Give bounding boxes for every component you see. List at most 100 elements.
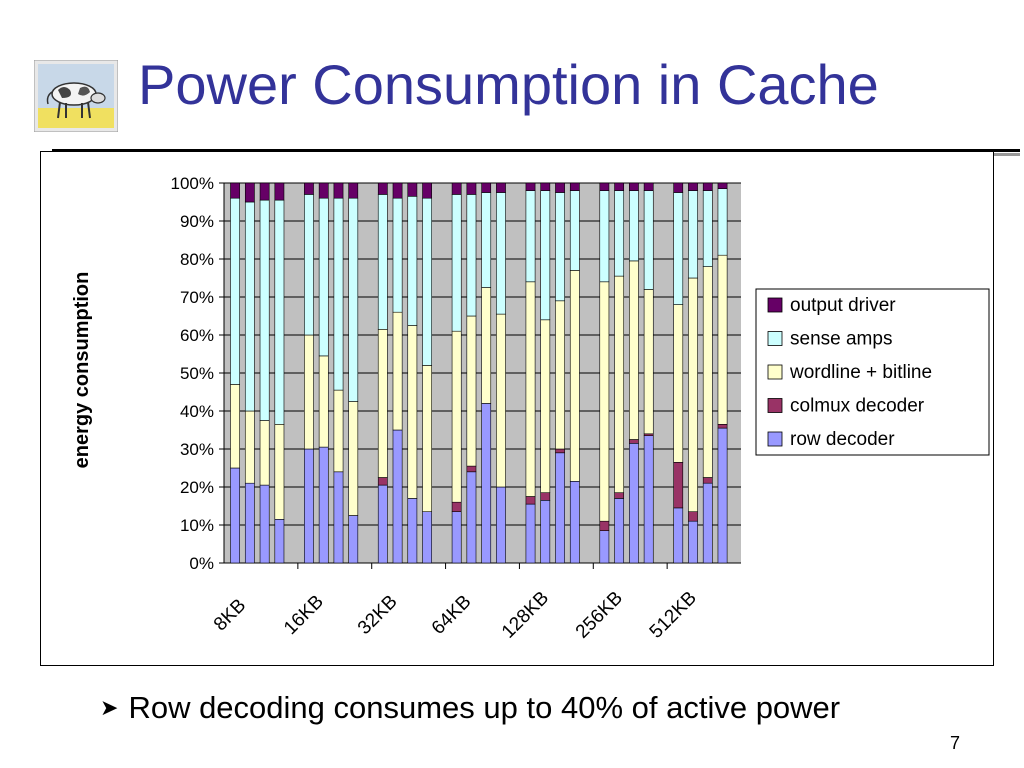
- bar-segment-colmux-decoder: [599, 520, 610, 532]
- legend-swatch: [767, 331, 783, 346]
- stacked-bar-chart: 0% 10% 20% 30% 40% 50% 60% 70% 80% 90% 100% 8KB 16KB…: [71, 174, 990, 643]
- bar-segment-row-decoder: [304, 448, 314, 564]
- bar-segment-wordline-bitline: [318, 355, 329, 448]
- bar-segment-sense-amps: [451, 194, 462, 332]
- bar-segment-sense-amps: [392, 197, 403, 313]
- bar-segment-output-driver: [481, 182, 492, 193]
- legend-swatch: [767, 398, 783, 413]
- bar-segment-row-decoder: [555, 452, 565, 564]
- bar-segment-colmux-decoder: [525, 496, 536, 505]
- bar-segment-wordline-bitline: [673, 304, 684, 463]
- y-tick-label: 100%: [171, 174, 214, 193]
- bar-segment-sense-amps: [377, 194, 388, 330]
- bar-segment-output-driver: [569, 182, 580, 191]
- x-group-label: 32KB: [354, 591, 402, 639]
- bar-segment-sense-amps: [643, 190, 654, 290]
- bar-segment-wordline-bitline: [614, 275, 625, 494]
- bar-segment-wordline-bitline: [348, 401, 359, 516]
- bar-segment-colmux-decoder: [614, 492, 625, 499]
- bar-segment-row-decoder: [481, 403, 492, 564]
- bar-segment-wordline-bitline: [377, 329, 388, 478]
- legend-box: [755, 288, 990, 456]
- bar-segment-sense-amps: [274, 199, 285, 425]
- bar-segment-output-driver: [422, 182, 432, 199]
- bar-segment-output-driver: [259, 182, 270, 201]
- chart-frame: 0% 10% 20% 30% 40% 50% 60% 70% 80% 90% 100% 8KB 16KB…: [40, 151, 994, 666]
- bar-segment-sense-amps: [466, 194, 477, 317]
- bar-segment-colmux-decoder: [555, 448, 565, 454]
- bar-segment-sense-amps: [333, 197, 344, 391]
- bar-segment-output-driver: [274, 182, 285, 201]
- legend-swatch: [767, 364, 783, 380]
- bar-segment-wordline-bitline: [333, 389, 344, 473]
- bar-segment-row-decoder: [702, 482, 713, 564]
- x-group-label: 512KB: [646, 588, 701, 643]
- bar-segment-row-decoder: [569, 480, 580, 564]
- bar-segment-wordline-bitline: [688, 277, 698, 512]
- y-tick-label: 40%: [180, 402, 214, 421]
- bar-segment-output-driver: [702, 182, 713, 191]
- bar-segment-sense-amps: [555, 192, 565, 302]
- bar-segment-output-driver: [377, 182, 388, 195]
- bar-segment-row-decoder: [392, 429, 403, 564]
- bar-segment-row-decoder: [614, 498, 625, 564]
- bar-segment-output-driver: [599, 182, 610, 191]
- bar-segment-row-decoder: [496, 486, 506, 564]
- x-group-label: 16KB: [280, 591, 328, 639]
- bar-segment-output-driver: [318, 182, 329, 199]
- x-group-label: 128KB: [498, 588, 553, 643]
- bar-segment-sense-amps: [702, 190, 713, 267]
- bar-segment-row-decoder: [348, 515, 359, 564]
- bar-segment-sense-amps: [244, 201, 255, 412]
- bar-segment-row-decoder: [540, 499, 551, 564]
- y-tick-label: 60%: [180, 326, 214, 345]
- bar-segment-sense-amps: [629, 190, 639, 262]
- bar-segment-sense-amps: [407, 195, 418, 326]
- bar-segment-output-driver: [230, 182, 240, 199]
- bar-segment-output-driver: [466, 182, 477, 195]
- page-number: 7: [950, 733, 961, 753]
- chart-legend: output driver sense amps wordline + bitlin…: [755, 288, 990, 456]
- cow-logo-icon: [33, 59, 119, 133]
- bar-segment-row-decoder: [244, 482, 255, 564]
- bar-segment-wordline-bitline: [540, 319, 551, 493]
- bar-segment-row-decoder: [274, 518, 285, 564]
- bar-segment-sense-amps: [540, 190, 551, 321]
- bar-segment-wordline-bitline: [407, 325, 418, 499]
- bar-segment-wordline-bitline: [569, 270, 580, 482]
- bar-segment-row-decoder: [525, 503, 536, 564]
- bar-segment-output-driver: [688, 182, 698, 191]
- bar-segment-wordline-bitline: [555, 300, 565, 450]
- legend-item-label: wordline + bitline: [789, 362, 932, 383]
- y-tick-label: 50%: [180, 364, 214, 383]
- bar-segment-wordline-bitline: [259, 420, 270, 486]
- y-tick-label: 20%: [180, 478, 214, 497]
- bar-segment-output-driver: [673, 182, 684, 193]
- bar-segment-output-driver: [348, 182, 359, 199]
- legend-item-label: row decoder: [790, 429, 895, 450]
- bar-segment-sense-amps: [673, 192, 684, 305]
- bar-segment-wordline-bitline: [629, 260, 639, 440]
- bar-segment-output-driver: [614, 182, 625, 191]
- slide-title: Power Consumption in Cache: [138, 53, 879, 116]
- bar-segment-wordline-bitline: [451, 330, 462, 503]
- bar-segment-row-decoder: [377, 484, 388, 564]
- bullet-point: ➤ Row decoding consumes up to 40% of acti…: [100, 690, 840, 726]
- y-tick-label: 10%: [180, 516, 214, 535]
- bar-segment-wordline-bitline: [230, 384, 240, 469]
- bar-segment-output-driver: [451, 182, 462, 195]
- bar-segment-sense-amps: [318, 197, 329, 357]
- bar-segment-wordline-bitline: [525, 281, 536, 497]
- bar-segment-row-decoder: [599, 530, 610, 564]
- bar-segment-colmux-decoder: [451, 501, 462, 513]
- y-tick-label: 80%: [180, 250, 214, 269]
- bar-segment-sense-amps: [422, 197, 432, 366]
- bar-segment-sense-amps: [599, 190, 610, 283]
- legend-item-label: sense amps: [790, 329, 892, 350]
- y-tick-label: 90%: [180, 212, 214, 231]
- bar-segment-sense-amps: [230, 197, 240, 385]
- bar-segment-colmux-decoder: [377, 477, 388, 486]
- legend-item-label: output driver: [790, 295, 896, 316]
- bar-segment-sense-amps: [496, 192, 506, 315]
- y-tick-label: 30%: [180, 440, 214, 459]
